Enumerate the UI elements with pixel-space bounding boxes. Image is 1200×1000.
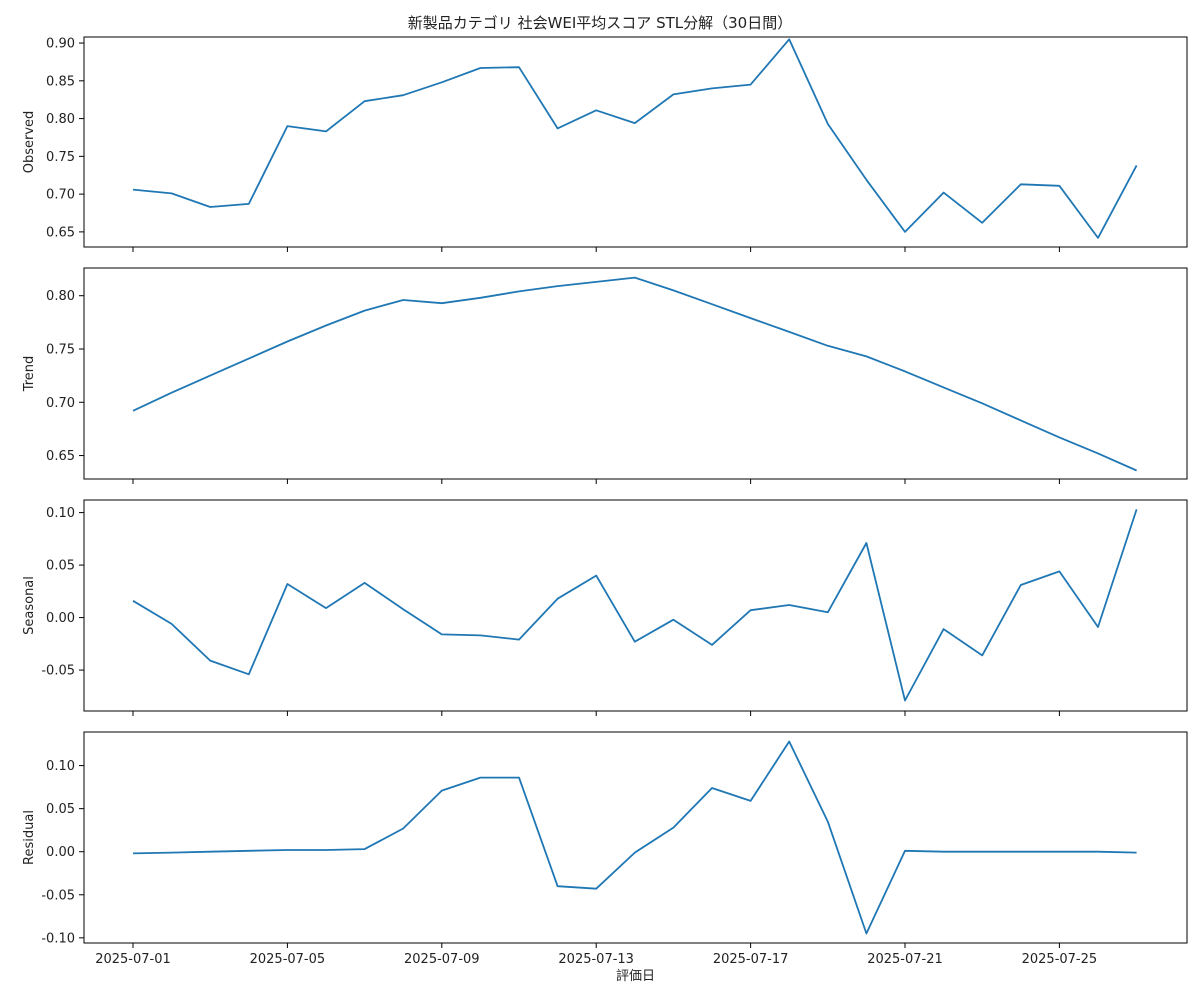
panel-trend: 0.65 0.70 0.75 0.80 Trend bbox=[22, 267, 1188, 484]
y-axis-label: Observed bbox=[22, 111, 37, 174]
y-tick-label: 0.10 bbox=[46, 759, 75, 774]
x-tick-label: 2025-07-09 bbox=[404, 952, 480, 967]
y-tick-label: 0.00 bbox=[46, 611, 75, 626]
chart-title: 新製品カテゴリ 社会WEI平均スコア STL分解（30日間） bbox=[407, 14, 793, 32]
y-tick-label: 0.80 bbox=[46, 112, 75, 127]
panel-frame bbox=[83, 267, 1188, 480]
y-tick-label: 0.75 bbox=[46, 342, 75, 357]
y-tick-label: 0.65 bbox=[46, 225, 75, 240]
y-tick-label: 0.65 bbox=[46, 449, 75, 464]
x-tick-label: 2025-07-05 bbox=[250, 952, 326, 967]
y-tick-label: 0.10 bbox=[46, 506, 75, 521]
y-tick-label: 0.05 bbox=[46, 559, 75, 574]
y-tick-label: 0.05 bbox=[46, 802, 75, 817]
panel-residual: -0.10 -0.05 0.00 0.05 0.10 Residual bbox=[22, 731, 1188, 948]
x-axis-label: 評価日 bbox=[616, 969, 655, 984]
y-tick-label: -0.10 bbox=[41, 931, 75, 946]
y-axis-label: Residual bbox=[22, 810, 37, 865]
y-tick-label: 0.70 bbox=[46, 396, 75, 411]
panel-frame bbox=[83, 36, 1188, 248]
x-tick-label: 2025-07-01 bbox=[95, 952, 171, 967]
y-tick-label: 0.90 bbox=[46, 37, 75, 52]
x-tick-label: 2025-07-21 bbox=[867, 952, 943, 967]
x-tick-label: 2025-07-17 bbox=[713, 952, 789, 967]
y-tick-label: 0.80 bbox=[46, 289, 75, 304]
series-line-seasonal bbox=[132, 509, 1138, 702]
series-line-residual bbox=[132, 740, 1137, 935]
x-tick-label: 2025-07-13 bbox=[558, 952, 634, 967]
y-tick-label: 0.75 bbox=[46, 150, 75, 165]
panel-seasonal: -0.05 0.00 0.05 0.10 Seasonal bbox=[22, 499, 1188, 716]
y-axis-label: Trend bbox=[22, 356, 37, 393]
y-tick-label: 0.00 bbox=[46, 845, 75, 860]
panel-observed: 0.65 0.70 0.75 0.80 0.85 0.90 Observed bbox=[22, 36, 1188, 252]
x-tick-label: 2025-07-25 bbox=[1022, 952, 1098, 967]
series-line-trend bbox=[132, 276, 1137, 472]
y-axis-label: Seasonal bbox=[22, 576, 37, 635]
y-tick-label: 0.70 bbox=[46, 188, 75, 203]
y-tick-label: -0.05 bbox=[41, 888, 75, 903]
panel-frame bbox=[83, 731, 1188, 944]
y-tick-label: -0.05 bbox=[41, 664, 75, 679]
y-tick-label: 0.85 bbox=[46, 74, 75, 89]
panel-frame bbox=[83, 499, 1188, 712]
series-line-observed bbox=[132, 38, 1138, 239]
